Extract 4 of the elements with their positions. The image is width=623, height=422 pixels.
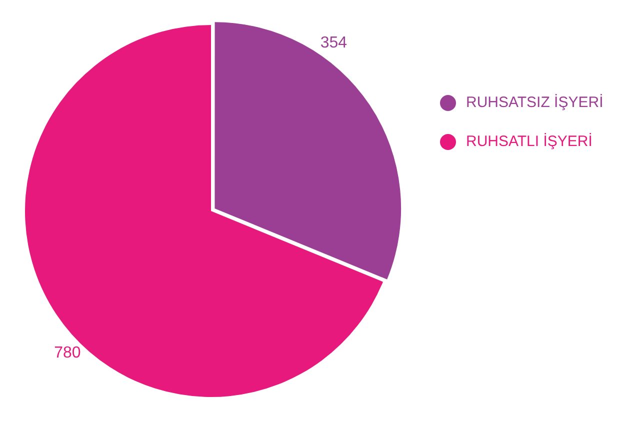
- legend-label: RUHSATLI İŞYERİ: [466, 133, 592, 150]
- data-label: 354: [320, 34, 348, 52]
- data-label: 780: [54, 344, 81, 362]
- legend-label: RUHSATSIZ İŞYERİ: [466, 94, 604, 111]
